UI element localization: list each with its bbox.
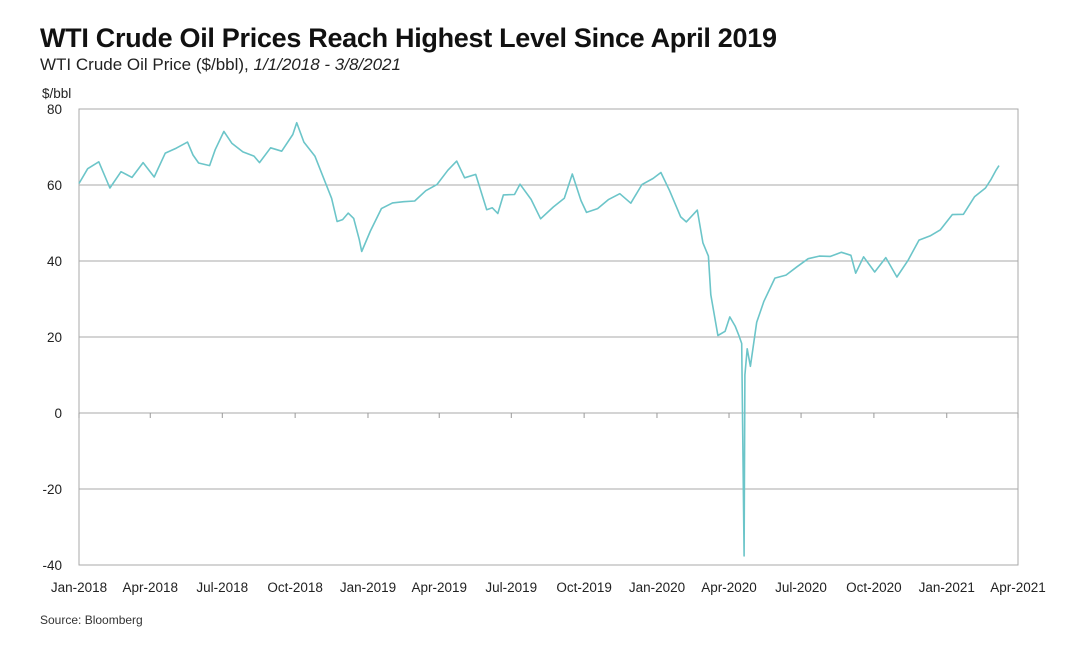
x-tick-label: Apr-2019	[411, 580, 467, 595]
plot-frame	[78, 108, 1019, 566]
x-tick-label: Jan-2021	[919, 580, 975, 595]
x-tick-label: Apr-2021	[990, 580, 1046, 595]
x-tick-label: Jul-2019	[485, 580, 537, 595]
y-tick-label: -20	[42, 482, 62, 497]
y-tick-label: 0	[54, 406, 62, 421]
x-tick-label: Jan-2020	[629, 580, 685, 595]
series-lines	[78, 121, 1000, 557]
chart-title: WTI Crude Oil Prices Reach Highest Level…	[40, 23, 777, 53]
source-note: Source: Bloomberg	[40, 613, 143, 627]
series-line	[78, 121, 1000, 557]
x-tick-label: Apr-2018	[122, 580, 178, 595]
subtitle-main: WTI Crude Oil Price ($/bbl),	[40, 55, 254, 74]
x-tick-label: Apr-2020	[701, 580, 757, 595]
x-tick-label: Jul-2018	[196, 580, 248, 595]
subtitle-date-range: 1/1/2018 - 3/8/2021	[253, 55, 401, 74]
x-tick-label: Jul-2020	[775, 580, 827, 595]
y-axis-label: $/bbl	[42, 86, 71, 101]
x-tick-label: Oct-2019	[556, 580, 612, 595]
y-tick-label: 60	[47, 178, 62, 193]
y-axis: 80 60 40 20 0 -20 -40	[42, 102, 62, 573]
x-axis: Jan-2018 Apr-2018 Jul-2018 Oct-2018 Jan-2019…	[51, 413, 1046, 595]
x-tick-label: Oct-2020	[846, 580, 902, 595]
gridlines	[79, 184, 1018, 490]
y-tick-label: 20	[47, 330, 62, 345]
x-tick-label: Jan-2019	[340, 580, 396, 595]
chart-subtitle: WTI Crude Oil Price ($/bbl), 1/1/2018 - …	[40, 55, 401, 75]
x-tick-label: Jan-2018	[51, 580, 107, 595]
y-tick-label: 40	[47, 254, 62, 269]
x-tick-label: Oct-2018	[267, 580, 323, 595]
y-tick-label: 80	[47, 102, 62, 117]
y-tick-label: -40	[42, 558, 62, 573]
